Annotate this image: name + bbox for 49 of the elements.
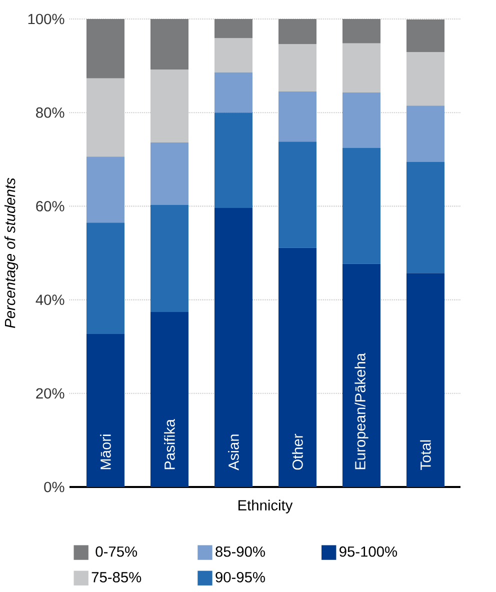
- bar: [214, 19, 252, 38]
- x-tick-label: Total: [420, 440, 431, 470]
- y-tick-label: 80%: [36, 107, 64, 118]
- bar: [214, 72, 252, 113]
- x-tick-label: Asian: [228, 434, 239, 470]
- bar: [406, 162, 444, 274]
- bar: [278, 142, 316, 248]
- y-tick-label: 20%: [36, 388, 64, 399]
- bar: [278, 44, 316, 92]
- bar: [150, 204, 188, 312]
- x-axis-title: Ethnicity: [238, 500, 292, 514]
- bar: [342, 148, 380, 264]
- bar: [278, 92, 316, 142]
- y-tick-label: 60%: [36, 201, 64, 212]
- bar: [406, 106, 444, 162]
- bar: [406, 273, 444, 487]
- bar: [150, 312, 188, 487]
- x-tick-label: European/Pākeha: [354, 352, 368, 470]
- y-tick-label: 40%: [36, 294, 64, 305]
- bar: [406, 52, 444, 106]
- x-tick-label: Māori: [100, 434, 111, 470]
- legend-label: 0-75%: [96, 546, 137, 557]
- bar: [150, 19, 188, 70]
- y-tick-label: 0%: [44, 482, 64, 492]
- bar: [214, 38, 252, 72]
- bar: [214, 208, 252, 487]
- bar: [86, 334, 124, 487]
- bar: [278, 19, 316, 44]
- legend-label: 85-90%: [215, 546, 265, 557]
- y-tick-label: 100%: [28, 14, 64, 24]
- bar: [86, 19, 124, 78]
- bar: [86, 222, 124, 334]
- bar: [214, 112, 252, 208]
- bar: [86, 156, 124, 223]
- bar: [342, 92, 380, 148]
- bar: [406, 19, 444, 52]
- legend-label: 90-95%: [215, 572, 265, 582]
- bar: [278, 248, 316, 487]
- y-axis-title: Percentage of students: [4, 178, 18, 328]
- x-tick-label: Other: [292, 434, 303, 470]
- bar: [86, 78, 124, 157]
- bar: [342, 43, 380, 92]
- legend-label: 95-100%: [339, 546, 397, 557]
- x-tick-label: Pasifika: [164, 419, 175, 470]
- legend-label: 75-85%: [92, 572, 141, 582]
- bar: [342, 19, 380, 44]
- bar: [342, 264, 380, 487]
- bar: [150, 142, 188, 205]
- bar: [150, 70, 188, 143]
